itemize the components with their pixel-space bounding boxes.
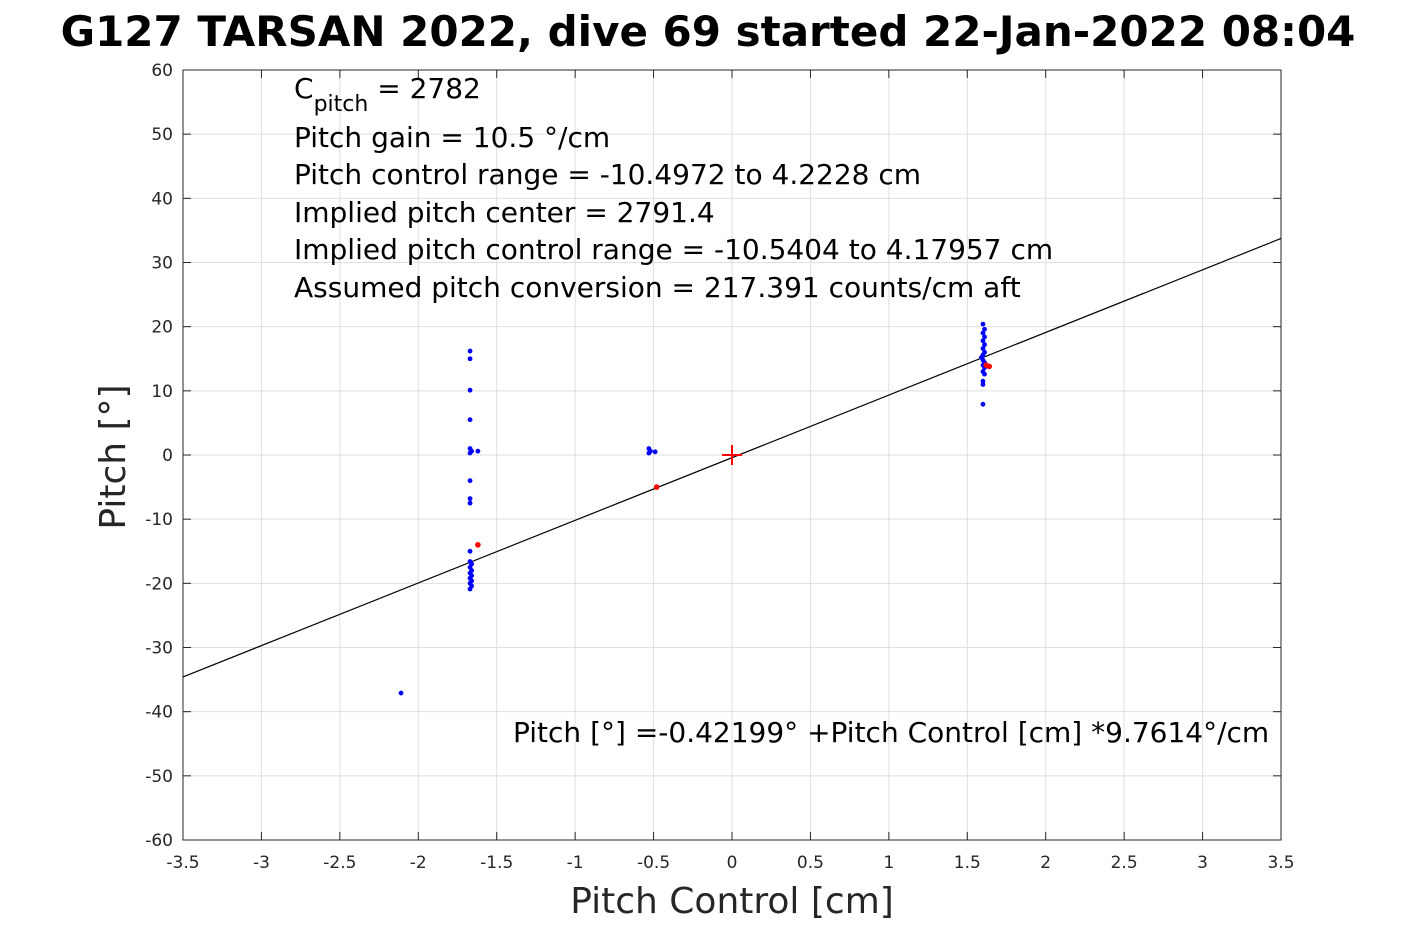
x-tick-label: 2.5 [1111, 853, 1138, 873]
y-tick-label: 10 [151, 382, 173, 402]
pitch-gain-annotation: Pitch gain = 10.5 °/cm [294, 121, 610, 154]
red-data-point [986, 363, 993, 370]
x-tick-label: 3.5 [1267, 853, 1294, 873]
x-tick-label: 2 [1040, 853, 1051, 873]
cpitch-annotation: Cpitch = 2782 [294, 72, 481, 117]
cpitch-subscript: pitch [314, 92, 369, 117]
red-data-point [475, 542, 481, 548]
x-tick-label: 1.5 [954, 853, 981, 873]
x-tick-label: -0.5 [637, 853, 670, 873]
blue-data-point [980, 330, 986, 336]
x-tick-label: -3.5 [166, 853, 199, 873]
y-tick-label: -30 [145, 639, 173, 659]
blue-data-point [652, 449, 658, 455]
y-tick-label: -40 [145, 703, 173, 723]
implied-pitch-center-annotation: Implied pitch center = 2791.4 [294, 196, 715, 229]
blue-data-point [467, 356, 473, 362]
data-points-layer [398, 321, 993, 696]
blue-data-point [980, 321, 986, 327]
blue-data-point [467, 586, 473, 592]
y-tick-label: -20 [145, 574, 173, 594]
implied-pitch-control-range-annotation: Implied pitch control range = -10.5404 t… [294, 233, 1053, 266]
blue-data-point [982, 334, 987, 340]
blue-data-point [982, 326, 987, 332]
blue-data-point [467, 417, 473, 423]
y-tick-label: 20 [151, 318, 173, 338]
blue-data-point [467, 548, 473, 554]
blue-data-point [467, 496, 473, 502]
y-tick-label: -50 [145, 767, 173, 787]
y-tick-label: -10 [145, 510, 173, 530]
blue-data-point [467, 450, 473, 456]
y-tick-label: 50 [151, 125, 173, 145]
chart-title: G127 TARSAN 2022, dive 69 started 22-Jan… [61, 7, 1356, 56]
x-axis-label: Pitch Control [cm] [570, 881, 894, 922]
blue-data-point [646, 450, 652, 456]
x-tick-label: -2 [410, 853, 427, 873]
blue-data-point [980, 338, 986, 344]
blue-data-point [467, 478, 473, 484]
x-tick-label: 3 [1197, 853, 1208, 873]
y-tick-label: -60 [145, 831, 173, 851]
blue-data-point [982, 342, 987, 348]
x-tick-label: 0 [727, 853, 738, 873]
y-tick-label: 40 [151, 189, 173, 209]
x-tick-label: 1 [883, 853, 894, 873]
tick-layer: -3.5 -3 -2.5 -2 -1.5 -1 -0.5 0 0.5 1 1.5 2 2.5 3 3.5 -6… [145, 61, 1294, 873]
blue-data-point [467, 500, 473, 506]
pitch-control-range-annotation: Pitch control range = -10.4972 to 4.2228… [294, 158, 921, 191]
y-axis-label: Pitch [°] [93, 384, 134, 529]
x-tick-label: -3 [253, 853, 270, 873]
blue-data-point [980, 401, 986, 407]
blue-data-point [982, 371, 987, 377]
blue-data-point [980, 382, 986, 387]
blue-data-point [475, 448, 481, 454]
cpitch-symbol: C [294, 72, 314, 105]
center-marker-layer [722, 445, 742, 465]
y-tick-label: 30 [151, 254, 173, 274]
blue-data-point [467, 348, 473, 354]
y-tick-label: 60 [151, 61, 173, 81]
blue-data-point [467, 387, 473, 393]
x-tick-label: 0.5 [797, 853, 824, 873]
fit-equation-annotation: Pitch [°] =-0.42199° +Pitch Control [cm]… [513, 716, 1269, 749]
assumed-pitch-conversion-annotation: Assumed pitch conversion = 217.391 count… [294, 271, 1021, 304]
x-tick-label: -1.5 [480, 853, 513, 873]
red-data-point [653, 484, 660, 490]
x-tick-label: -2.5 [323, 853, 356, 873]
blue-data-point [980, 346, 986, 351]
blue-data-point [398, 690, 404, 696]
x-tick-label: -1 [567, 853, 584, 873]
cpitch-value: = 2782 [368, 72, 481, 105]
y-tick-label: 0 [162, 446, 173, 466]
